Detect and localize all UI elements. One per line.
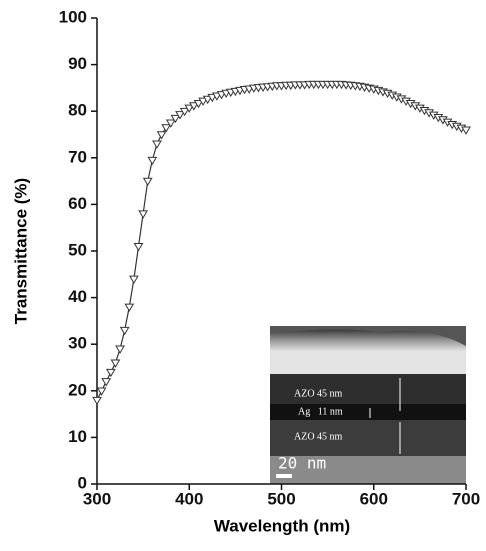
x-tick-label: 600 xyxy=(360,489,388,508)
marker xyxy=(107,369,115,376)
x-axis-label: Wavelength (nm) xyxy=(214,516,350,535)
marker xyxy=(139,211,147,218)
marker xyxy=(125,304,133,311)
marker xyxy=(153,141,161,148)
x-tick-label: 400 xyxy=(175,489,203,508)
y-axis-label: Transmittance (%) xyxy=(11,178,30,324)
x-tick-label: 700 xyxy=(452,489,480,508)
y-tick-label: 60 xyxy=(68,194,87,213)
marker xyxy=(121,327,129,334)
marker xyxy=(148,157,156,164)
marker xyxy=(116,346,124,353)
y-tick-label: 40 xyxy=(68,287,87,306)
y-tick-label: 30 xyxy=(68,334,87,353)
y-tick-label: 20 xyxy=(68,380,87,399)
x-tick-label: 500 xyxy=(267,489,295,508)
marker xyxy=(98,388,106,395)
y-tick-label: 80 xyxy=(68,101,87,120)
y-tick-label: 10 xyxy=(68,427,87,446)
y-tick-label: 70 xyxy=(68,147,87,166)
marker xyxy=(144,178,152,185)
marker xyxy=(135,244,143,251)
scale-bar-label: 20 nm xyxy=(278,454,326,473)
marker xyxy=(462,127,470,134)
marker xyxy=(102,379,110,386)
marker xyxy=(162,125,170,132)
annotation: AZO 45 nm xyxy=(294,431,343,442)
chart: AZO 45 nm Ag 11 nm AZO 45 nm 20 nm Wavel… xyxy=(0,0,486,546)
x-tick-label: 300 xyxy=(83,489,111,508)
marker xyxy=(158,132,166,139)
marker xyxy=(130,276,138,283)
y-tick-label: 100 xyxy=(59,7,87,26)
annotation: AZO 45 nm xyxy=(294,388,343,399)
marker xyxy=(111,360,119,367)
marker xyxy=(93,397,101,404)
annotation: Ag 11 nm xyxy=(298,406,343,417)
y-tick-label: 50 xyxy=(68,240,87,259)
y-tick-label: 90 xyxy=(68,54,87,73)
